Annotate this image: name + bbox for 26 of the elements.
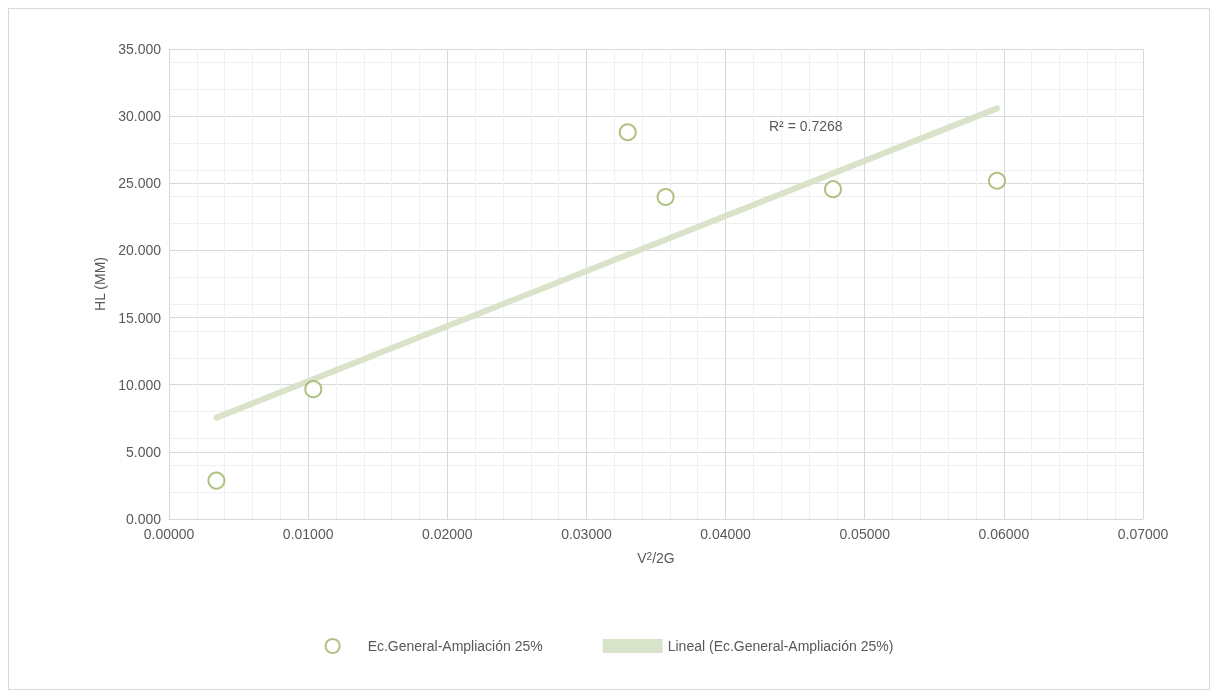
y-tick-label: 10.000 xyxy=(118,376,162,393)
x-tick-label: 0.07000 xyxy=(1117,526,1169,542)
x-tick-label: 0.06000 xyxy=(978,526,1030,542)
legend-label: Lineal (Ec.General-Ampliación 25%) xyxy=(667,638,894,654)
y-tick-label: 0.000 xyxy=(125,511,162,527)
y-tick-label: 20.000 xyxy=(118,242,162,259)
point xyxy=(824,180,842,199)
point xyxy=(618,123,637,142)
x-tick-label: 0.00000 xyxy=(143,526,195,542)
x-tick-label: 0.02000 xyxy=(421,526,473,542)
x-tick-label: 0.05000 xyxy=(839,526,891,542)
y-tick-label: 35.000 xyxy=(118,41,162,57)
x-tick-label: 0.04000 xyxy=(700,526,752,542)
y-tick-label: 30.000 xyxy=(118,108,162,125)
y-tick-label: 15.000 xyxy=(118,309,162,326)
y-tick-label: 5.000 xyxy=(125,443,162,460)
point xyxy=(207,471,226,490)
y-tick-label: 25.000 xyxy=(118,175,162,192)
legend-label: Ec.General-Ampliación 25% xyxy=(367,638,543,654)
point xyxy=(304,380,323,399)
y-axis-title: HL (MM) xyxy=(92,257,109,311)
point xyxy=(988,171,1007,190)
x-tick-label: 0.01000 xyxy=(282,526,334,542)
annotation: R² = 0.7268 xyxy=(769,118,843,134)
point xyxy=(656,187,675,206)
x-tick-label: 0.03000 xyxy=(561,526,612,542)
